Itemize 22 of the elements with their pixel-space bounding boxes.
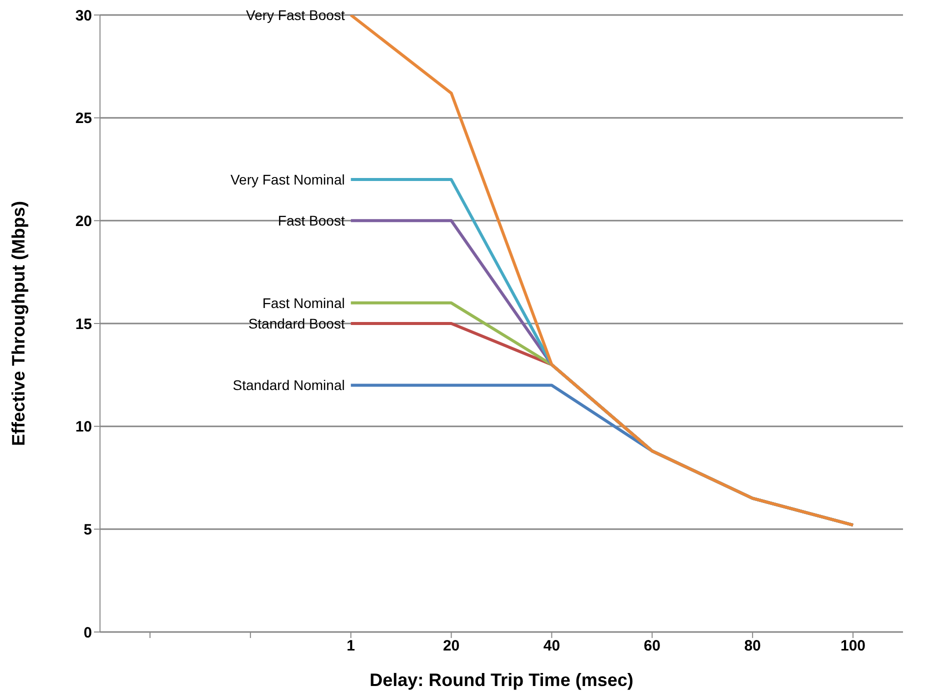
- y-tick-label: 20: [75, 212, 92, 230]
- y-tick-label: 25: [75, 110, 92, 128]
- x-tick-label: 100: [840, 638, 866, 655]
- series-label: Fast Nominal: [262, 294, 345, 311]
- line-series: [349, 15, 854, 527]
- y-tick-label: 10: [75, 418, 92, 436]
- series-label: Fast Boost: [278, 212, 345, 229]
- series-label: Standard Boost: [248, 316, 345, 332]
- y-tick-label: 0: [84, 624, 92, 642]
- x-tick-label: 20: [442, 638, 460, 655]
- series-label: Very Fast Boost: [246, 7, 345, 23]
- x-tick-label: 40: [543, 638, 560, 655]
- series-label: Standard Nominal: [232, 377, 345, 394]
- x-tick-label: 1: [346, 638, 356, 655]
- y-tick-label: 5: [84, 521, 92, 538]
- series-label: Very Fast Nominal: [230, 172, 345, 188]
- y-tick-label: 15: [75, 316, 92, 333]
- x-tick-label: 80: [744, 638, 761, 655]
- x-tick-label: 60: [644, 638, 660, 655]
- x-axis-title: Delay: Round Trip Time (msec): [370, 670, 634, 690]
- y-axis-title: Effective Throughput (Mbps): [8, 201, 28, 446]
- y-tick-label: 30: [75, 7, 92, 24]
